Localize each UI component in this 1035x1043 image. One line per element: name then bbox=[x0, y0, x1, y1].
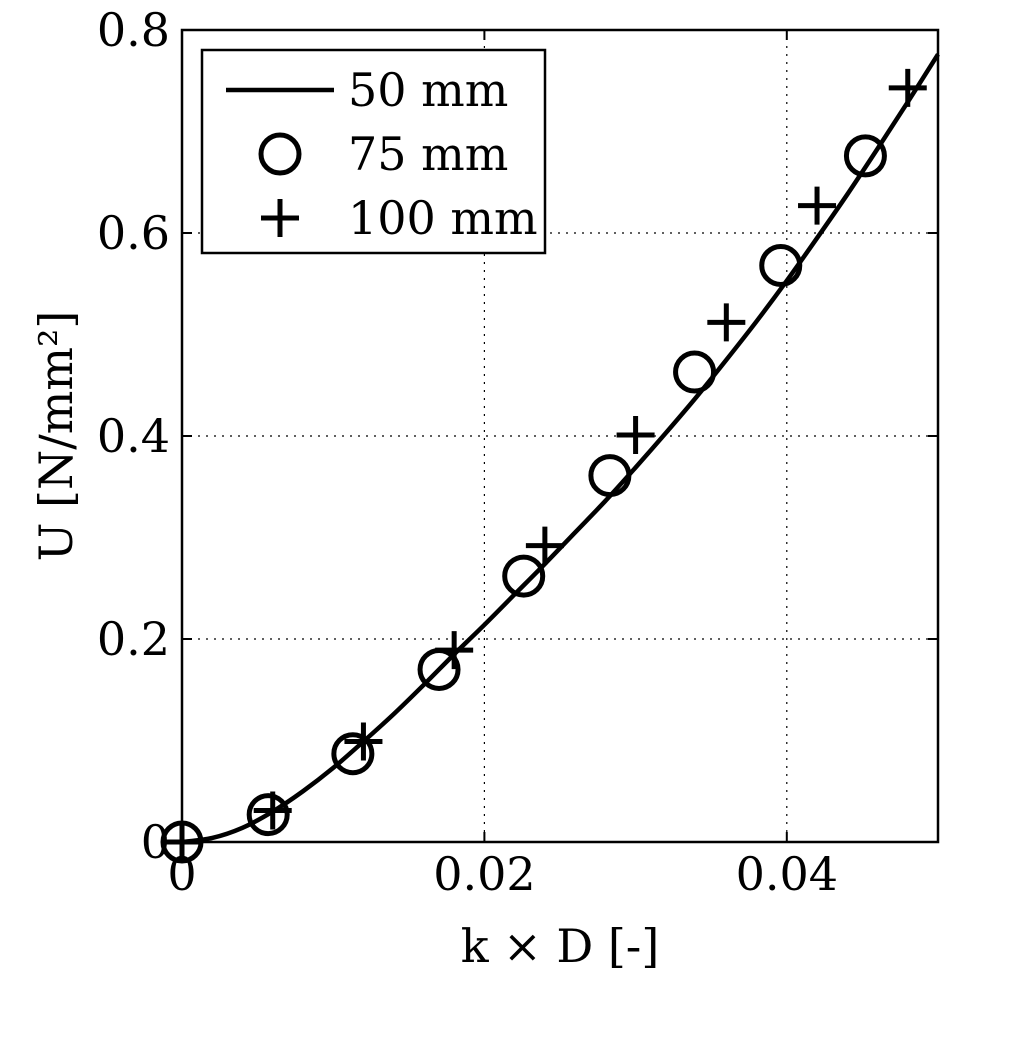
legend-marker-sample bbox=[258, 132, 302, 176]
data-point bbox=[673, 350, 717, 394]
data-point bbox=[843, 134, 887, 178]
axis-ticks: 0 0.02 0.04 0 0.2 0.4 0.6 0.8 bbox=[97, 3, 938, 901]
x-axis-label: k × D [-] bbox=[461, 919, 660, 973]
data-point bbox=[588, 454, 632, 498]
data-point bbox=[888, 68, 927, 107]
series-3 bbox=[163, 68, 927, 861]
data-point bbox=[759, 243, 803, 287]
data-point bbox=[344, 722, 383, 761]
series-2 bbox=[160, 134, 887, 864]
legend-label: 75 mm bbox=[348, 127, 508, 181]
legend-label: 50 mm bbox=[348, 63, 508, 117]
y-tick-label: 0 bbox=[141, 815, 170, 869]
data-point bbox=[707, 303, 746, 342]
data-point bbox=[798, 186, 837, 225]
grid-lines bbox=[182, 30, 938, 842]
data-point bbox=[331, 732, 375, 776]
legend-marker-sample bbox=[261, 199, 299, 237]
data-point bbox=[616, 415, 655, 454]
x-tick-label: 0 bbox=[167, 847, 196, 901]
plot-series bbox=[160, 53, 940, 864]
y-axis-label: U [N/mm²] bbox=[29, 311, 83, 562]
data-point bbox=[246, 793, 290, 837]
data-point bbox=[435, 631, 474, 670]
y-tick-label: 0.8 bbox=[97, 3, 170, 57]
y-tick-label: 0.2 bbox=[97, 612, 170, 666]
data-point bbox=[525, 526, 564, 565]
x-tick-label: 0.02 bbox=[433, 847, 535, 901]
x-tick-label: 0.04 bbox=[736, 847, 838, 901]
y-tick-label: 0.6 bbox=[97, 206, 170, 260]
data-point bbox=[253, 791, 292, 830]
series-line bbox=[181, 53, 940, 845]
series-1 bbox=[181, 53, 940, 845]
legend: 50 mm 75 mm 100 mm bbox=[200, 48, 547, 255]
legend-label: 100 mm bbox=[348, 191, 538, 245]
data-point bbox=[502, 554, 546, 598]
y-tick-label: 0.4 bbox=[97, 409, 170, 463]
